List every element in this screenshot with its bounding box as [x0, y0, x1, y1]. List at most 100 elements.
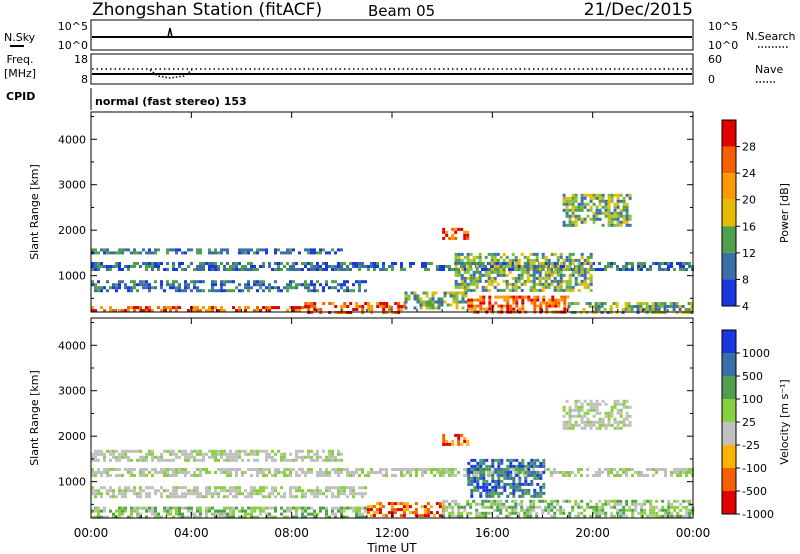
echo-cell — [133, 492, 136, 496]
echo-cell — [469, 502, 473, 506]
echo-cell — [466, 264, 470, 268]
echo-cell — [187, 286, 190, 290]
echo-cell — [544, 276, 548, 280]
echo-cell — [542, 301, 546, 305]
echo-cell — [673, 499, 677, 503]
echo-cell — [400, 468, 403, 471]
echo-cell — [283, 251, 286, 255]
echo-cell — [556, 262, 559, 265]
echo-cell — [421, 262, 424, 265]
echo-cell — [121, 452, 124, 456]
echo-cell — [112, 489, 115, 493]
echo-cell — [451, 268, 454, 271]
echo-cell — [301, 506, 304, 510]
echo-cell — [508, 282, 512, 286]
echo-cell — [580, 420, 584, 424]
echo-cell — [437, 300, 441, 304]
echo-cell — [550, 264, 554, 268]
echo-cell — [560, 298, 564, 302]
echo-cell — [310, 506, 313, 510]
echo-cell — [479, 298, 483, 302]
echo-cell — [652, 505, 656, 509]
echo-cell — [97, 458, 100, 462]
echo-cell — [506, 473, 510, 477]
echo-cell — [307, 468, 310, 471]
echo-cell — [340, 286, 343, 290]
echo-cell — [133, 468, 136, 471]
echo-cell — [250, 262, 253, 265]
echo-cell — [331, 265, 334, 268]
echo-cell — [118, 262, 121, 265]
echo-cell — [313, 248, 316, 252]
echo-cell — [607, 208, 611, 212]
echo-cell — [364, 280, 367, 284]
echo-cell — [524, 482, 528, 486]
echo-cell — [568, 255, 572, 259]
echo-cell — [139, 471, 142, 474]
echo-cell — [145, 515, 148, 519]
echo-cell — [391, 262, 394, 265]
echo-cell — [283, 474, 286, 477]
echo-cell — [220, 512, 223, 516]
echo-cell — [100, 509, 103, 513]
echo-cell — [467, 307, 471, 311]
echo-cell — [613, 474, 616, 477]
echo-cell — [470, 307, 474, 311]
echo-cell — [613, 208, 617, 212]
echo-cell — [205, 471, 208, 474]
echo-cell — [193, 489, 196, 493]
echo-cell — [385, 305, 389, 308]
echo-cell — [574, 214, 578, 218]
echo-cell — [331, 492, 334, 496]
echo-cell — [325, 283, 328, 287]
echo-cell — [136, 495, 139, 499]
echo-cell — [235, 262, 238, 265]
echo-cell — [556, 508, 560, 512]
echo-cell — [316, 289, 319, 293]
echo-cell — [400, 471, 403, 474]
echo-cell — [583, 285, 587, 289]
echo-cell — [118, 506, 121, 510]
echo-cell — [346, 286, 349, 290]
echo-cell — [451, 508, 455, 512]
echo-cell — [145, 468, 148, 471]
echo-cell — [438, 505, 442, 509]
echo-cell — [334, 268, 337, 271]
echo-cell — [473, 476, 477, 480]
echo-cell — [196, 509, 199, 513]
echo-cell — [100, 495, 103, 499]
echo-cell — [226, 248, 229, 252]
echo-cell — [496, 270, 500, 274]
echo-cell — [280, 486, 283, 490]
echo-cell — [526, 262, 529, 265]
echo-cell — [241, 515, 244, 519]
echo-cell — [526, 255, 530, 259]
echo-cell — [583, 202, 587, 206]
echo-cell — [685, 474, 688, 477]
echo-cell — [457, 439, 461, 443]
echo-cell — [482, 479, 486, 483]
echo-cell — [529, 511, 533, 515]
echo-cell — [517, 273, 521, 277]
echo-cell — [115, 265, 118, 268]
echo-cell — [304, 455, 307, 459]
echo-cell — [577, 208, 581, 212]
echo-cell — [622, 405, 626, 409]
echo-cell — [503, 485, 507, 489]
echo-cell — [463, 505, 467, 509]
echo-cell — [589, 276, 593, 280]
echo-cell — [268, 468, 271, 471]
echo-cell — [103, 458, 106, 462]
echo-cell — [469, 282, 473, 286]
echo-cell — [220, 486, 223, 490]
echo-cell — [274, 248, 277, 252]
echo-cell — [271, 306, 274, 310]
echo-cell — [535, 282, 539, 286]
echo-cell — [452, 297, 456, 301]
echo-cell — [220, 283, 223, 287]
echo-cell — [331, 486, 334, 490]
echo-cell — [625, 220, 629, 224]
echo-cell — [265, 248, 268, 252]
echo-cell — [307, 512, 310, 516]
